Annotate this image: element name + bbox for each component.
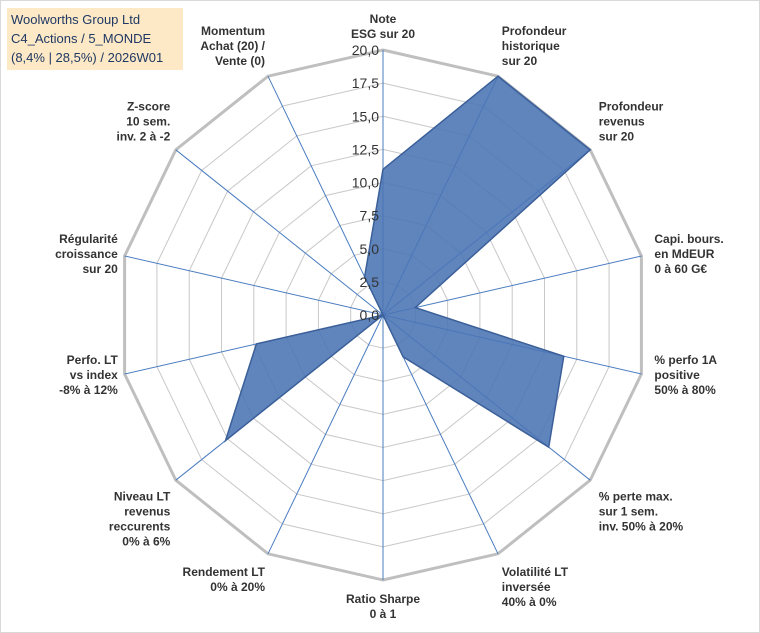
axis-label: Régularité croissance sur 20 [55,232,118,276]
tick-label: 2,5 [360,274,380,290]
radar-spoke [175,149,384,316]
tick-label: 15,0 [352,108,379,124]
chart-title-stats: (8,4% | 28,5%) / 2026W01 [11,50,164,65]
radar-spoke [267,314,384,555]
tick-label: 12,5 [352,141,379,157]
axis-label: Niveau LT revenus reccurents 0% à 6% [109,490,171,549]
radar-spoke [382,255,642,316]
radar-spoke [267,75,384,316]
axis-label: % perfo 1A positive 50% à 80% [654,353,717,397]
axis-label: Ratio Sharpe 0 à 1 [346,592,420,621]
axis-label: Momentum Achat (20) / Vente (0) [200,24,265,68]
axis-label: % perte max. sur 1 sem. inv. 50% à 20% [599,490,684,534]
axis-label: Profondeur historique sur 20 [502,24,567,68]
radar-series [224,75,592,449]
tick-label: 5,0 [360,241,380,257]
axis-label: Profondeur revenus sur 20 [599,99,664,143]
axis-label: Capi. bours. en MdEUR 0 à 60 G€ [654,232,723,276]
radar-tick-labels: 0,0 2,5 5,0 7,5 10,0 12,5 15,0 17,5 20,0 [352,42,379,323]
axis-label: Perfo. LT vs index -8% à 12% [59,353,118,397]
chart-title-company: Woolworths Group Ltd [11,12,141,27]
axis-label: Volatilité LT inversée 40% à 0% [502,565,569,609]
tick-label: 20,0 [352,42,379,58]
tick-label: 7,5 [360,208,380,224]
tick-label: 10,0 [352,175,379,191]
chart-title-category: C4_Actions / 5_MONDE [11,31,152,46]
tick-label: 17,5 [352,75,379,91]
axis-label: Note ESG sur 20 [351,12,415,41]
radar-spoke [124,255,384,316]
radar-series-area [224,75,592,449]
axis-label: Rendement LT 0% à 20% [183,565,266,594]
axis-label: Z-score 10 sem. inv. 2 à -2 [116,99,170,143]
chart-title-box: Woolworths Group Ltd C4_Actions / 5_MOND… [7,8,183,70]
radar-axis-labels: Note ESG sur 20 Profondeur historique sur 20… [55,12,724,621]
tick-label: 0,0 [360,307,380,323]
